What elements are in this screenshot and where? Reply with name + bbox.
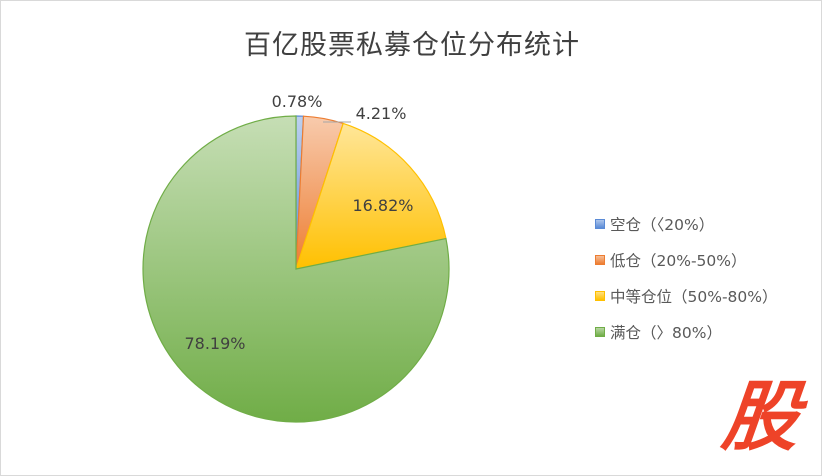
legend-label: 中等仓位（50%-80%） [610,288,778,306]
legend-swatch [595,255,605,265]
watermark-logo: 股 [718,372,804,461]
legend-swatch [595,219,605,229]
pie-slice [142,115,450,423]
legend-label: 空仓（〈20%） [610,216,715,234]
legend-label: 低仓（20%-50%） [610,252,747,270]
legend-item: 满仓（〉80%） [595,314,778,350]
data-label: 78.19% [184,334,245,353]
legend-item: 中等仓位（50%-80%） [595,278,778,314]
legend-swatch [595,291,605,301]
legend-item: 低仓（20%-50%） [595,242,778,278]
legend-label: 满仓（〉80%） [610,324,722,342]
pie-slice [295,122,447,270]
data-label: 4.21% [356,104,407,123]
chart-title: 百亿股票私募仓位分布统计 [244,30,580,61]
legend: 空仓（〈20%） 低仓（20%-50%） 中等仓位（50%-80%） 满仓（〉8… [595,206,778,350]
data-label: 0.78% [272,92,323,111]
legend-item: 空仓（〈20%） [595,206,778,242]
data-label: 16.82% [352,196,413,215]
legend-swatch [595,327,605,337]
